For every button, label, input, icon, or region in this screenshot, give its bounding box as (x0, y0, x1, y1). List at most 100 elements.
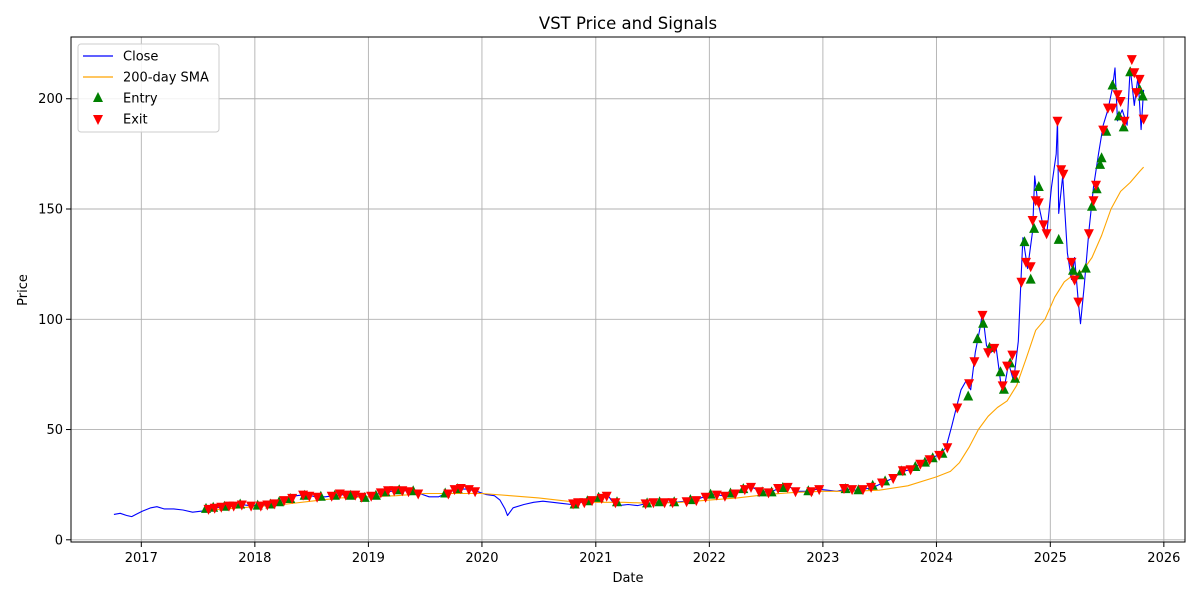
exit-marker (203, 504, 214, 515)
exit-marker (915, 459, 926, 470)
exit-marker (888, 474, 899, 484)
legend-label-entry: Entry (123, 92, 158, 107)
entry-marker (1137, 90, 1148, 101)
exit-marker (1069, 275, 1080, 286)
exit-marker (648, 498, 659, 509)
exit-marker (1131, 88, 1142, 99)
exit-marker (739, 485, 750, 496)
exit-marker (209, 503, 220, 514)
exit-marker (1027, 216, 1038, 226)
exit-marker (1025, 262, 1036, 273)
x-tick-label: 2021 (579, 551, 612, 566)
series-line-200-day-sma (205, 166, 1145, 511)
y-tick-label: 150 (38, 203, 63, 218)
exit-marker (1007, 350, 1018, 361)
entry-marker (1096, 152, 1107, 163)
exit-marker (262, 500, 273, 511)
exit-marker (389, 486, 400, 497)
entry-marker (1019, 236, 1030, 247)
exit-marker (754, 487, 765, 498)
exit-marker (711, 490, 722, 501)
exit-marker (640, 499, 651, 510)
x-tick-label: 2024 (920, 551, 953, 566)
exit-marker (847, 485, 858, 496)
exit-marker (1002, 361, 1013, 372)
exit-marker (236, 500, 247, 511)
exit-marker (1066, 257, 1077, 268)
exit-marker (1052, 116, 1063, 127)
exit-marker (997, 381, 1008, 392)
exit-marker (1107, 103, 1118, 114)
exit-marker (905, 465, 916, 476)
plot-area: 2017 2018 2019 2020 2021 2022 2023 2024 2025 2026… (38, 36, 1186, 566)
exit-marker (228, 501, 239, 512)
x-axis-title: Date (612, 571, 643, 586)
exit-marker (964, 379, 975, 390)
exit-marker (659, 498, 670, 509)
exit-marker (746, 482, 756, 493)
entry-marker (1025, 273, 1036, 284)
exit-marker (839, 484, 849, 494)
exit-marker (1083, 229, 1094, 240)
exit-marker (866, 482, 877, 493)
chart-title: VST Price and Signals (539, 14, 717, 33)
entry-marker (654, 496, 665, 507)
exit-marker (443, 489, 454, 500)
exit-marker (287, 493, 298, 504)
legend-swatch-exit (93, 115, 103, 125)
exit-marker (719, 491, 730, 502)
exit-marker (366, 491, 377, 502)
exit-marker (304, 491, 315, 502)
x-tick-label: 2020 (465, 551, 498, 566)
exit-marker (1073, 297, 1084, 308)
exit-marker (924, 455, 935, 466)
exit-marker (455, 484, 466, 494)
entry-marker (1068, 264, 1078, 275)
exit-marker (877, 478, 887, 489)
exit-marker (790, 487, 801, 498)
exit-marker (969, 357, 980, 368)
exit-marker (356, 492, 367, 503)
entry-marker (1118, 121, 1129, 132)
entry-marker (853, 484, 864, 495)
exit-marker (782, 482, 793, 493)
exit-marker (1033, 198, 1044, 209)
exit-marker (246, 501, 257, 512)
exit-marker (587, 496, 598, 507)
exit-marker (1129, 68, 1140, 79)
exit-marker (667, 498, 678, 509)
entry-marker (963, 390, 974, 401)
entry-marker (1080, 262, 1091, 273)
x-tick-label: 2025 (1034, 551, 1067, 566)
exit-marker (269, 499, 280, 510)
entry-marker (995, 366, 1006, 377)
exit-marker (763, 488, 774, 499)
exit-marker (773, 484, 784, 494)
entry-marker (978, 317, 989, 328)
x-tick-label: 2026 (1147, 551, 1180, 566)
exit-marker (977, 310, 988, 321)
legend-label-close: Close (123, 50, 158, 65)
exit-marker (449, 485, 460, 496)
exit-marker (934, 450, 945, 461)
x-tick-label: 2022 (693, 551, 726, 566)
legend: Close 200-day SMA Entry Exit (77, 43, 220, 133)
exit-marker (983, 348, 994, 359)
entry-marker (972, 333, 983, 344)
exit-marker (1091, 180, 1101, 191)
exit-marker (216, 502, 227, 513)
x-tick-label: 2019 (352, 551, 385, 566)
exit-marker (1088, 196, 1099, 207)
exit-marker (326, 491, 337, 502)
exit-marker (858, 485, 868, 496)
legend-label-exit: Exit (123, 113, 148, 128)
x-tick-label: 2017 (125, 551, 158, 566)
exit-marker (1016, 277, 1027, 288)
y-tick-label: 100 (38, 313, 63, 328)
exit-marker (579, 498, 590, 509)
exit-marker (897, 466, 908, 477)
entry-marker (1053, 233, 1064, 244)
exit-marker (1041, 229, 1052, 240)
exit-marker (1010, 370, 1021, 381)
